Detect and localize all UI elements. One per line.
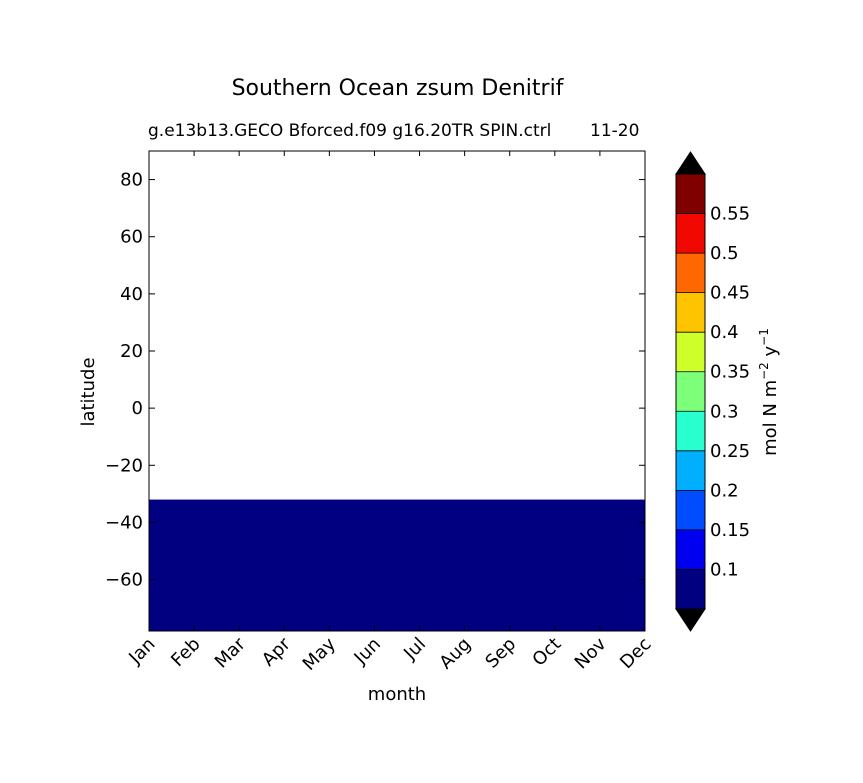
colorbar-tick-label: 0.1 <box>710 559 739 580</box>
x-axis-label: month <box>368 684 426 705</box>
y-tick-label: −60 <box>105 570 143 591</box>
x-tick-label: Feb <box>167 634 204 671</box>
colorbar-tick-label: 0.4 <box>710 322 739 343</box>
colorbar-frame <box>675 173 706 610</box>
y-tick-label: 60 <box>120 227 143 248</box>
colorbar-extend-high <box>675 151 706 175</box>
plot-area <box>148 150 646 632</box>
colorbar-segment <box>676 174 705 214</box>
colorbar-segment <box>676 450 705 491</box>
plot-frame <box>148 150 646 632</box>
x-tick-label: Mar <box>211 633 250 672</box>
colorbar-segment <box>676 490 705 530</box>
x-tick-label: Nov <box>571 633 611 673</box>
x-tick-label: Aug <box>435 634 475 674</box>
x-tick-label: Sep <box>481 634 520 673</box>
x-tick-label: Dec <box>616 634 655 673</box>
colorbar-segment <box>676 253 705 293</box>
colorbar-segment <box>676 569 705 609</box>
colorbar-segment <box>676 292 705 333</box>
colorbar-tick-label: 0.2 <box>710 480 739 501</box>
colorbar-segment <box>676 371 705 412</box>
x-tick-label: May <box>299 633 340 674</box>
colorbar-tick-label: 0.45 <box>710 283 750 304</box>
x-tick-label: Jul <box>399 634 430 665</box>
y-tick-label: 20 <box>120 341 143 362</box>
colorbar-label: mol N m−2 y−1 <box>757 328 781 456</box>
colorbar-segment <box>676 529 705 570</box>
colorbar: 0.1 0.15 0.2 0.25 0.3 0.35 0.4 0.45 0.5 0.55 <box>675 151 750 632</box>
colorbar-tick-label: 0.25 <box>710 441 750 462</box>
y-tick-label: 80 <box>120 170 143 191</box>
y-axis-label: latitude <box>78 357 99 426</box>
colorbar-extend-low <box>675 608 706 632</box>
colorbar-tick-label: 0.55 <box>710 204 750 225</box>
colorbar-segment <box>676 213 705 254</box>
colorbar-tick-label: 0.15 <box>710 520 750 541</box>
y-tick-label: −20 <box>105 455 143 476</box>
chart-subtitle-case: g.e13b13.GECO Bforced.f09 g16.20TR SPIN.… <box>148 121 552 141</box>
colorbar-segment <box>676 411 705 451</box>
y-tick-label: 40 <box>120 284 143 305</box>
colorbar-tick-label: 0.5 <box>710 243 739 264</box>
x-tick-label: Jan <box>124 634 159 669</box>
y-axis: 80 60 40 20 0 −20 −40 −60 <box>105 170 645 591</box>
colorbar-tick-label: 0.35 <box>710 362 750 383</box>
colorbar-tick-label: 0.3 <box>710 401 739 422</box>
y-tick-label: −40 <box>105 512 143 533</box>
x-tick-label: Apr <box>258 633 295 670</box>
x-tick-label: Jun <box>350 634 385 669</box>
chart-subtitle-years: 11-20 <box>590 121 640 141</box>
chart-title: Southern Ocean zsum Denitrif <box>231 76 564 101</box>
colorbar-segment <box>676 332 705 372</box>
filled-region-southern-ocean <box>149 499 645 631</box>
x-tick-label: Oct <box>528 634 565 671</box>
y-tick-label: 0 <box>132 398 143 419</box>
